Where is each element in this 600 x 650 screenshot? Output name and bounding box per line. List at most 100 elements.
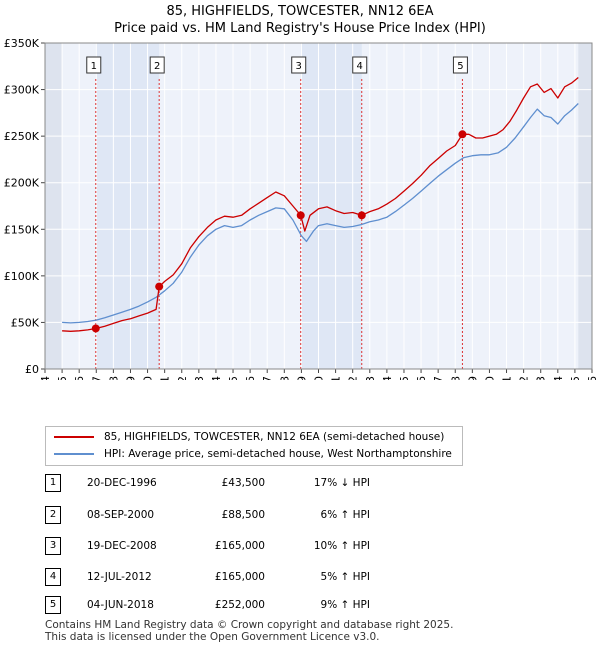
transaction-hpi-diff: 5% ↑ HPI — [320, 571, 370, 583]
sale-point — [155, 282, 164, 291]
y-tick-label: £0 — [25, 363, 39, 376]
x-tick-label: 2019 — [466, 376, 479, 380]
pre-data-hatch-band — [45, 43, 63, 369]
x-tick-label: 1999 — [124, 376, 137, 380]
x-tick-label: 2001 — [159, 376, 172, 380]
transaction-hpi-diff: 9% ↑ HPI — [320, 599, 370, 611]
y-tick-label: £150K — [4, 223, 40, 236]
transaction-price: £43,500 — [221, 477, 265, 489]
x-tick-label: 2022 — [518, 376, 531, 380]
x-tick-label: 2025 — [569, 376, 582, 380]
transaction-hpi-diff: 17% ↓ HPI — [313, 477, 370, 489]
x-tick-label: 2000 — [142, 376, 155, 380]
x-tick-label: 2014 — [381, 376, 394, 380]
transaction-date: 20-DEC-1996 — [87, 477, 157, 489]
legend-swatch-red — [54, 436, 94, 438]
transaction-date: 19-DEC-2008 — [87, 540, 157, 552]
x-tick-label: 2026 — [586, 376, 599, 380]
sale-point — [296, 211, 305, 220]
x-tick-label: 2020 — [483, 376, 496, 380]
x-tick-label: 2009 — [295, 376, 308, 380]
transaction-price: £88,500 — [221, 509, 265, 521]
transaction-date: 12-JUL-2012 — [87, 571, 152, 583]
transaction-price: £252,000 — [214, 599, 265, 611]
x-tick-label: 2017 — [432, 376, 445, 380]
hpi-line — [62, 103, 579, 324]
x-tick-label: 1994 — [39, 376, 52, 380]
x-tick-label: 1996 — [73, 376, 86, 380]
sale-marker-label: 1 — [91, 61, 97, 72]
x-tick-label: 2003 — [193, 376, 206, 380]
sale-marker-label: 5 — [457, 61, 463, 72]
transaction-number-badge: 3 — [45, 537, 61, 555]
x-tick-label: 2002 — [176, 376, 189, 380]
y-tick-label: £50K — [11, 316, 40, 329]
legend-label-hpi: HPI: Average price, semi-detached house,… — [104, 448, 452, 460]
sale-marker-box — [86, 56, 102, 74]
x-tick-label: 2007 — [261, 376, 274, 380]
x-tick-label: 2006 — [244, 376, 257, 380]
transaction-date: 08-SEP-2000 — [87, 509, 155, 521]
x-tick-label: 2008 — [278, 376, 291, 380]
y-tick-label: £350K — [4, 37, 40, 50]
sale-marker-label: 3 — [296, 61, 302, 72]
table-row: 4 12-JUL-2012 £165,000 5% ↑ HPI — [45, 568, 385, 586]
x-tick-label: 2024 — [552, 376, 565, 380]
transaction-number-badge: 1 — [45, 474, 61, 492]
x-tick-label: 2010 — [313, 376, 326, 380]
x-tick-label: 2004 — [210, 376, 223, 380]
legend-item-hpi: HPI: Average price, semi-detached house,… — [54, 446, 452, 462]
y-tick-label: £300K — [4, 84, 40, 97]
transaction-number-badge: 4 — [45, 568, 61, 586]
transaction-hpi-diff: 6% ↑ HPI — [320, 509, 370, 521]
ownership-period-band — [95, 43, 160, 369]
x-tick-label: 2011 — [330, 376, 343, 380]
y-tick-label: £250K — [4, 130, 40, 143]
x-tick-label: 2013 — [364, 376, 377, 380]
x-tick-label: 2018 — [449, 376, 462, 380]
transaction-date: 04-JUN-2018 — [87, 599, 154, 611]
transaction-number-badge: 2 — [45, 506, 61, 524]
sale-marker-box — [352, 56, 368, 74]
footer-notice: Contains HM Land Registry data © Crown c… — [45, 619, 453, 643]
x-tick-label: 1995 — [56, 376, 69, 380]
x-tick-label: 1998 — [107, 376, 120, 380]
x-tick-label: 2012 — [347, 376, 360, 380]
table-row: 3 19-DEC-2008 £165,000 10% ↑ HPI — [45, 537, 385, 555]
table-row: 2 08-SEP-2000 £88,500 6% ↑ HPI — [45, 506, 385, 524]
x-tick-label: 2023 — [535, 376, 548, 380]
x-tick-label: 1997 — [90, 376, 103, 380]
table-row: 5 04-JUN-2018 £252,000 9% ↑ HPI — [45, 596, 385, 614]
table-row: 1 20-DEC-1996 £43,500 17% ↓ HPI — [45, 474, 385, 492]
transaction-price: £165,000 — [214, 540, 265, 552]
x-tick-label: 2016 — [415, 376, 428, 380]
sale-point — [91, 324, 100, 333]
post-data-hatch-band — [578, 43, 592, 369]
transaction-hpi-diff: 10% ↑ HPI — [313, 540, 370, 552]
title-line-1: 85, HIGHFIELDS, TOWCESTER, NN12 6EA — [166, 4, 434, 19]
plot-frame — [44, 42, 593, 370]
sale-marker-box — [452, 56, 468, 74]
sale-marker-box — [149, 56, 165, 74]
legend: 85, HIGHFIELDS, TOWCESTER, NN12 6EA (sem… — [45, 426, 463, 466]
y-tick-label: £200K — [4, 177, 40, 190]
price-chart: 1 2 3 4 5 £0 £50K £100K £150K £200K £250K £300K £35… — [4, 37, 599, 380]
x-tick-label: 2021 — [501, 376, 514, 380]
transaction-number-badge: 5 — [45, 596, 61, 614]
y-tick-label: £100K — [4, 270, 40, 283]
sale-point — [357, 211, 366, 220]
x-tick-label: 2015 — [398, 376, 411, 380]
legend-swatch-blue — [54, 453, 94, 455]
footer-line-2: This data is licensed under the Open Gov… — [45, 631, 380, 643]
sale-marker-box — [291, 56, 307, 74]
title-line-2: Price paid vs. HM Land Registry's House … — [114, 21, 486, 36]
price-paid-line — [62, 76, 579, 332]
sale-marker-label: 2 — [154, 61, 160, 72]
chart-title: 85, HIGHFIELDS, TOWCESTER, NN12 6EA Pric… — [0, 3, 600, 37]
sale-marker-label: 4 — [357, 61, 363, 72]
ownership-period-band — [300, 43, 362, 369]
legend-item-property: 85, HIGHFIELDS, TOWCESTER, NN12 6EA (sem… — [54, 429, 444, 445]
footer-line-1: Contains HM Land Registry data © Crown c… — [45, 619, 454, 631]
x-tick-label: 2005 — [227, 376, 240, 380]
